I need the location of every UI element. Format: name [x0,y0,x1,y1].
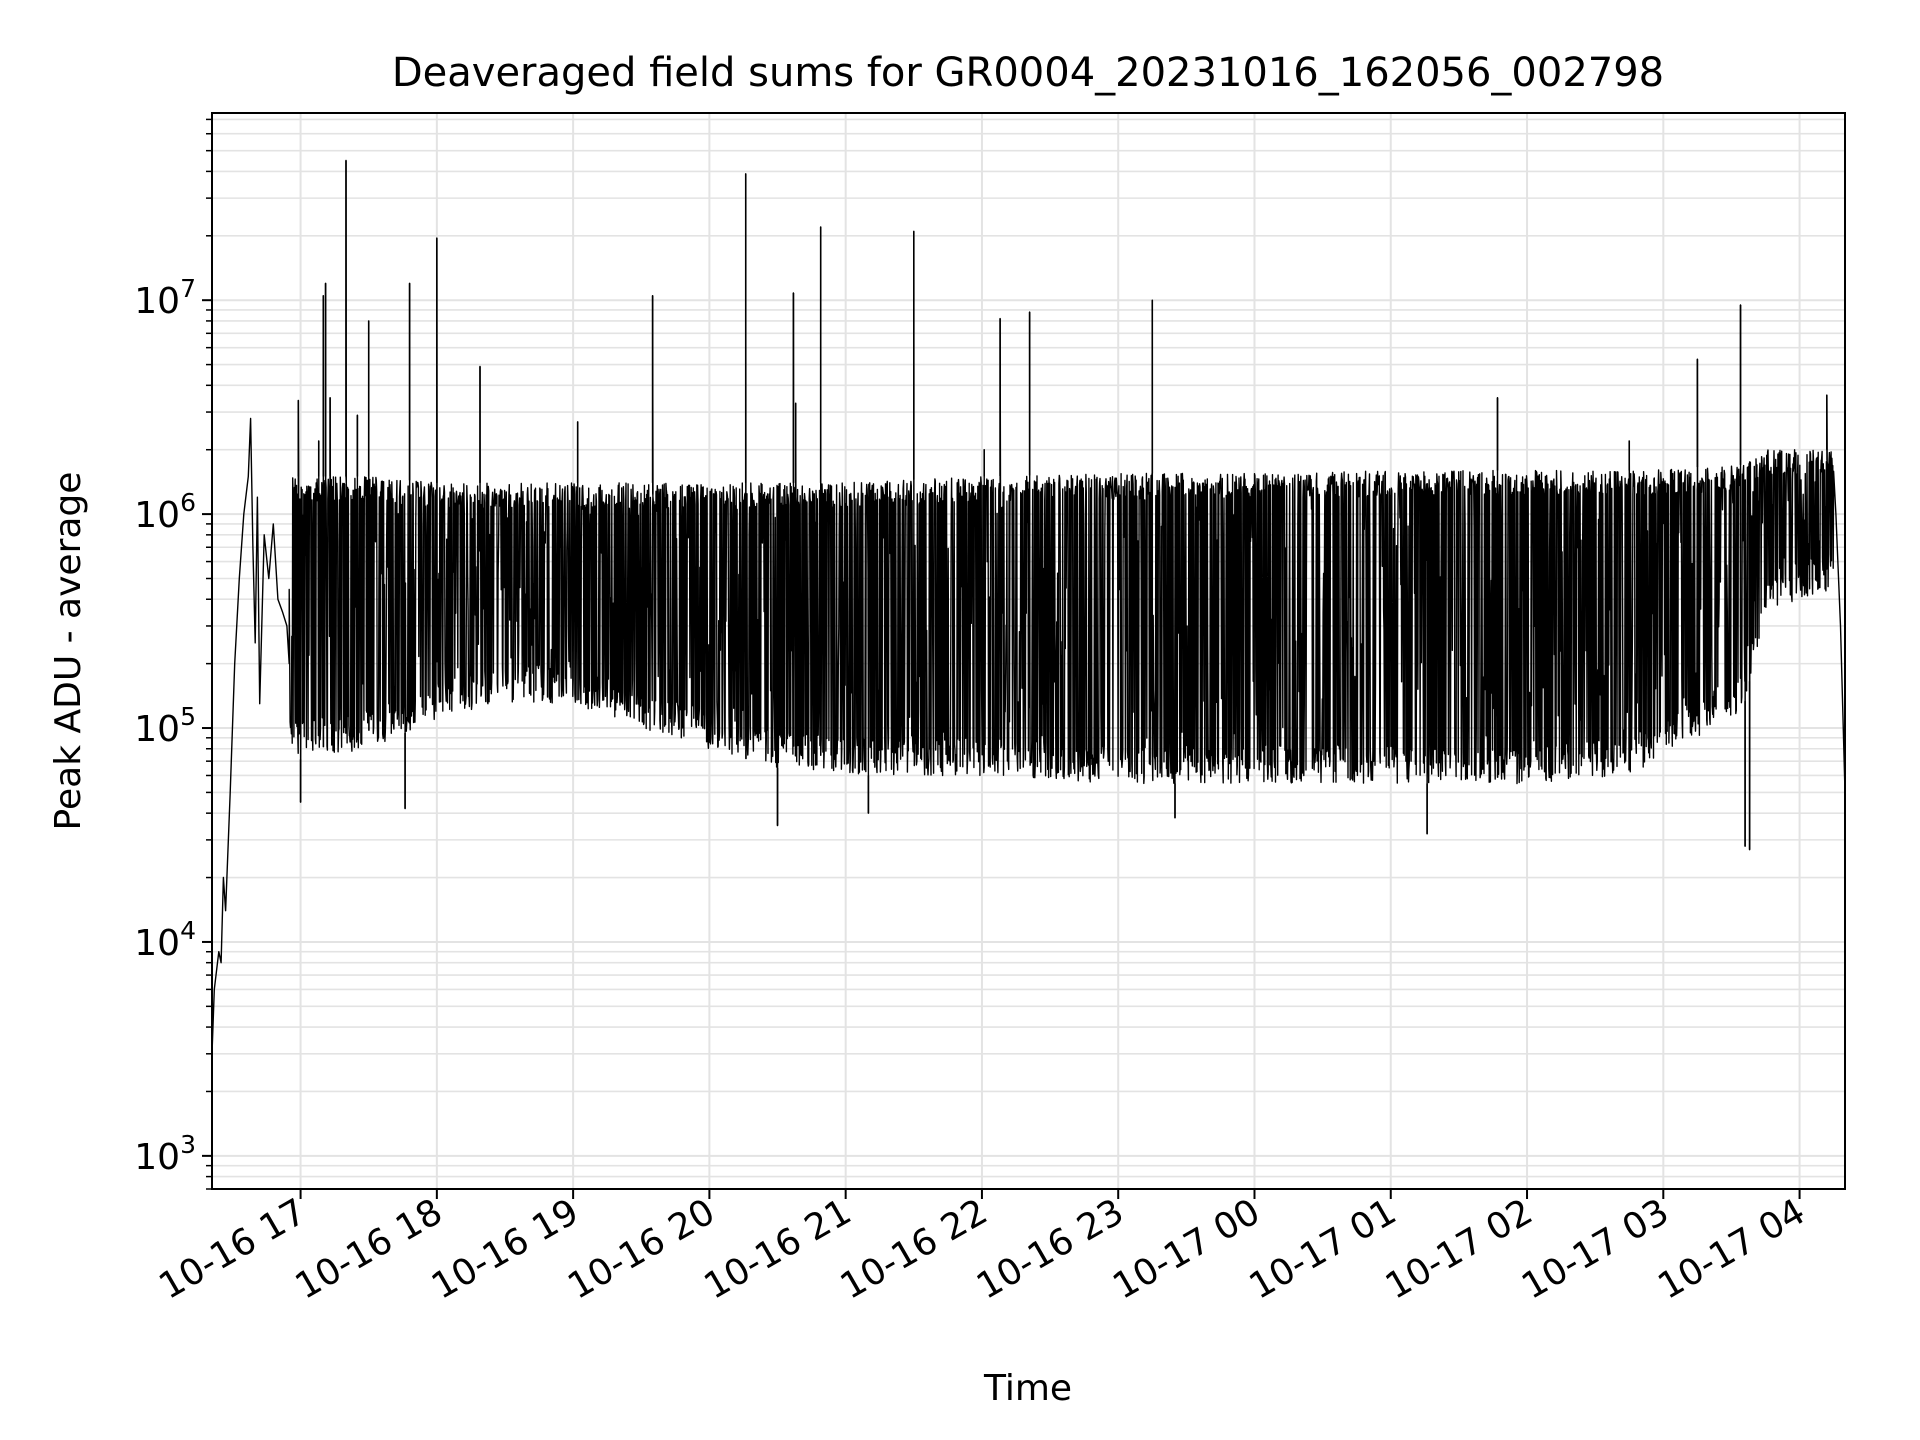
y-axis-label: Peak ADU - average [48,472,89,831]
y-tick-label: 104 [134,916,196,964]
series-line [211,159,1846,1054]
x-axis-label: Time [983,1368,1072,1409]
y-tick-label: 107 [134,274,196,322]
y-tick-label: 105 [134,702,196,750]
chart-title: Deaveraged field sums for GR0004_2023101… [392,50,1664,96]
data-layer [211,159,1846,1054]
y-tick-label: 106 [134,488,196,536]
plot-frame [211,112,1846,1190]
y-tick-label: 103 [134,1130,196,1178]
